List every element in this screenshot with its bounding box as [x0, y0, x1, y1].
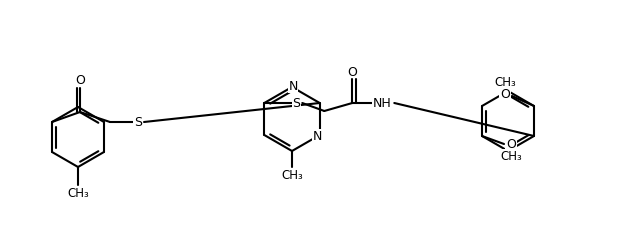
Text: S: S [134, 116, 142, 129]
Text: CH₃: CH₃ [281, 169, 303, 182]
Text: NH: NH [373, 97, 392, 110]
Text: N: N [289, 80, 298, 93]
Text: O: O [506, 138, 516, 151]
Text: CH₃: CH₃ [500, 150, 522, 163]
Text: N: N [313, 130, 323, 143]
Text: O: O [75, 74, 85, 87]
Text: O: O [347, 65, 357, 78]
Text: O: O [500, 88, 510, 101]
Text: CH₃: CH₃ [67, 187, 89, 200]
Text: CH₃: CH₃ [494, 76, 516, 89]
Text: S: S [292, 97, 301, 110]
